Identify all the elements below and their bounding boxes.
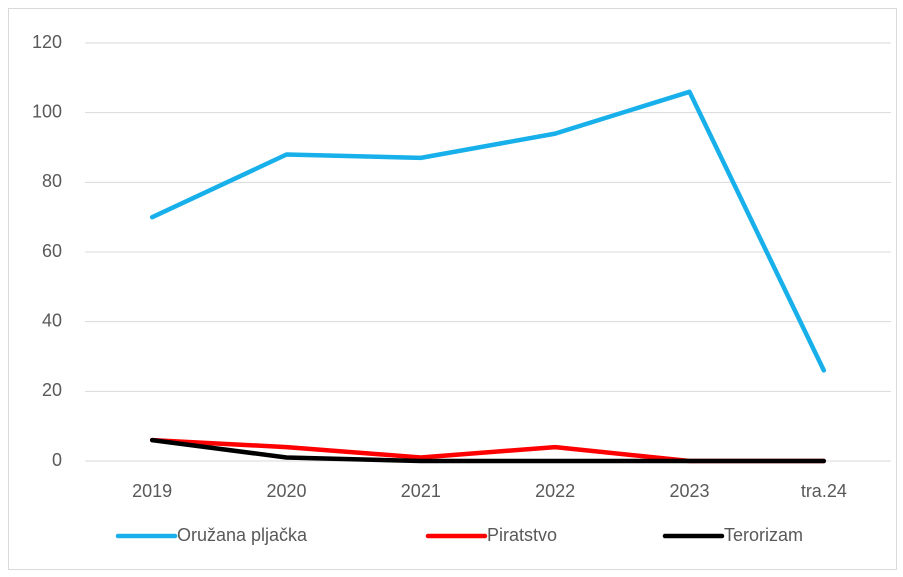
x-tick-label: 2021 (401, 481, 441, 501)
y-tick-label: 20 (42, 380, 62, 400)
series-line (149, 437, 827, 464)
legend-label: Oružana pljačka (177, 525, 308, 545)
x-tick-label: 2019 (132, 481, 172, 501)
x-tick-label: tra.24 (801, 481, 847, 501)
x-tick-label: 2023 (669, 481, 709, 501)
legend-label: Terorizam (724, 525, 803, 545)
x-tick-label: 2020 (266, 481, 306, 501)
series-line (149, 89, 827, 373)
x-tick-label: 2022 (535, 481, 575, 501)
legend-label: Piratstvo (487, 525, 557, 545)
y-tick-label: 80 (42, 171, 62, 191)
y-tick-label: 0 (52, 450, 62, 470)
y-tick-label: 40 (42, 310, 62, 330)
y-tick-label: 100 (32, 101, 62, 121)
y-tick-label: 120 (32, 32, 62, 52)
y-tick-label: 60 (42, 241, 62, 261)
chart-border (8, 8, 897, 570)
